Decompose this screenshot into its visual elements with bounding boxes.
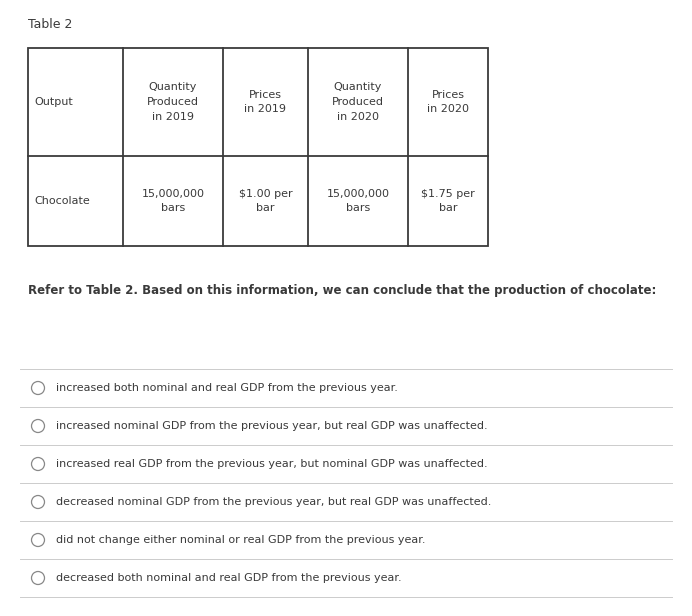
Text: 15,000,000
bars: 15,000,000 bars bbox=[141, 188, 205, 213]
Text: Table 2: Table 2 bbox=[28, 18, 73, 31]
Text: decreased both nominal and real GDP from the previous year.: decreased both nominal and real GDP from… bbox=[56, 573, 401, 583]
Text: Quantity
Produced
in 2019: Quantity Produced in 2019 bbox=[147, 82, 199, 122]
Text: Refer to Table 2. Based on this information, we can conclude that the production: Refer to Table 2. Based on this informat… bbox=[28, 284, 657, 297]
Text: did not change either nominal or real GDP from the previous year.: did not change either nominal or real GD… bbox=[56, 535, 426, 545]
Text: $1.00 per
bar: $1.00 per bar bbox=[239, 188, 292, 213]
Bar bbox=[28, 48, 488, 246]
Text: increased nominal GDP from the previous year, but real GDP was unaffected.: increased nominal GDP from the previous … bbox=[56, 421, 488, 431]
Text: increased real GDP from the previous year, but nominal GDP was unaffected.: increased real GDP from the previous yea… bbox=[56, 459, 488, 469]
Text: decreased nominal GDP from the previous year, but real GDP was unaffected.: decreased nominal GDP from the previous … bbox=[56, 497, 491, 507]
Text: Output: Output bbox=[34, 97, 73, 107]
Text: $1.75 per
bar: $1.75 per bar bbox=[421, 188, 475, 213]
Text: Prices
in 2019: Prices in 2019 bbox=[244, 89, 286, 115]
Text: Chocolate: Chocolate bbox=[34, 196, 90, 206]
Text: Prices
in 2020: Prices in 2020 bbox=[427, 89, 469, 115]
Text: Quantity
Produced
in 2020: Quantity Produced in 2020 bbox=[332, 82, 384, 122]
Text: increased both nominal and real GDP from the previous year.: increased both nominal and real GDP from… bbox=[56, 383, 398, 393]
Text: 15,000,000
bars: 15,000,000 bars bbox=[327, 188, 390, 213]
